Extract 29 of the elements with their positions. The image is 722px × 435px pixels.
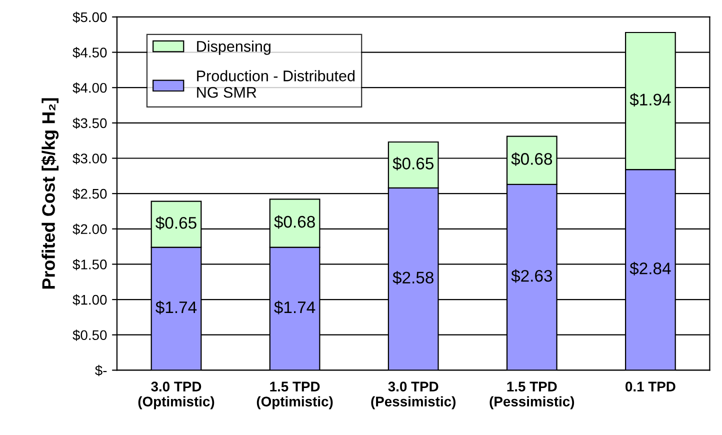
x-tick-label: 1.5 TPD (Optimistic) xyxy=(256,382,333,410)
data-label: $2.58 xyxy=(392,271,434,285)
data-label: $0.68 xyxy=(274,215,315,229)
y-tick-label: $3.00 xyxy=(72,153,107,164)
y-tick-label: $4.50 xyxy=(72,47,107,58)
y-tick-label: $1.50 xyxy=(72,258,107,270)
y-tick-label: $2.00 xyxy=(72,224,107,235)
data-label: $0.65 xyxy=(156,216,196,230)
legend-label: Production - Distributed NG SMR xyxy=(197,70,355,98)
data-label: $1.74 xyxy=(274,300,316,314)
x-tick-label: 1.5 TPD (Pessimistic) xyxy=(490,382,574,410)
legend-label: Dispensing xyxy=(197,40,270,55)
x-tick-label: 0.1 TPD xyxy=(626,382,676,392)
y-tick-label: $2.50 xyxy=(72,188,107,200)
y-tick-label: $0.50 xyxy=(72,330,107,341)
x-tick-label: 3.0 TPD (Optimistic) xyxy=(138,382,214,410)
x-tick-label: 3.0 TPD (Pessimistic) xyxy=(371,382,456,410)
y-tick-label: $4.00 xyxy=(72,82,107,94)
data-label: $2.84 xyxy=(630,262,671,276)
data-label: $2.63 xyxy=(511,269,552,283)
y-tick-label: $- xyxy=(95,364,107,376)
data-label: $1.94 xyxy=(630,93,671,106)
data-label: $0.68 xyxy=(511,152,552,166)
data-label: $1.74 xyxy=(156,300,197,314)
y-tick-label: $1.00 xyxy=(72,294,107,306)
y-tick-label: $5.00 xyxy=(72,12,107,23)
y-axis-title: Profited Cost [$/kg H₂] xyxy=(41,98,59,289)
data-label: $0.65 xyxy=(392,156,434,170)
y-tick-label: $3.50 xyxy=(72,118,107,129)
